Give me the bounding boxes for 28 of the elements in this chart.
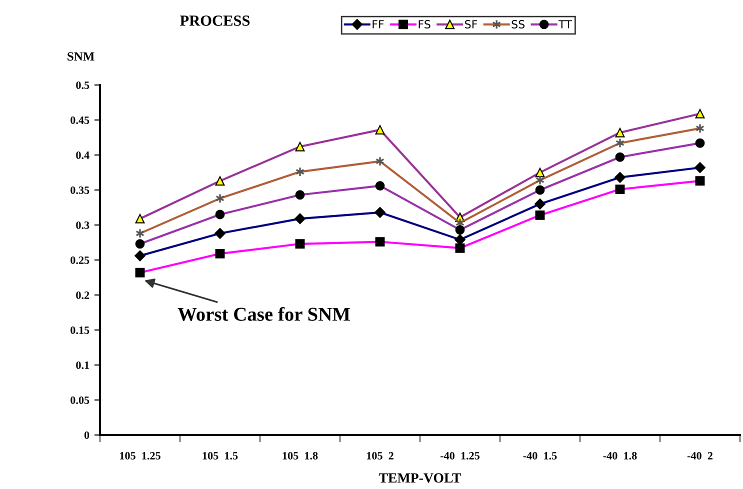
x-tick-label: 105 1.8 xyxy=(282,452,318,460)
y-tick-label: 0.5 xyxy=(76,81,90,90)
x-tick-label: 105 1.5 xyxy=(202,452,238,460)
annotation: Worst Case for SNM xyxy=(178,306,350,321)
x-tick-label: 105 1.25 xyxy=(120,452,160,460)
y-tick-label: 0.2 xyxy=(76,291,90,300)
y-tick-label: 0.05 xyxy=(70,396,90,404)
y-tick-label: 0.25 xyxy=(70,256,90,264)
x-tick-label: -40 1.5 xyxy=(523,452,557,460)
y-tick-label: 0.45 xyxy=(70,116,90,124)
x-tick-label: 105 2 xyxy=(367,452,394,460)
legend-title: PROCESS xyxy=(180,16,250,26)
x-tick-label: -40 2 xyxy=(687,452,712,460)
x-axis-title: TEMP-VOLT xyxy=(378,473,462,483)
y-tick-label: 0.3 xyxy=(76,221,90,230)
y-tick-label: 0 xyxy=(84,431,90,439)
legend-label: SF xyxy=(465,20,478,28)
x-tick-label: -40 1.25 xyxy=(440,452,480,460)
legend-label: FF xyxy=(372,20,384,28)
x-tick-label: -40 1.8 xyxy=(603,452,637,460)
y-axis-title: SNM xyxy=(68,52,94,61)
y-tick-label: 0.4 xyxy=(76,151,90,160)
legend-label: FS xyxy=(418,20,430,28)
legend-label: SS xyxy=(512,20,525,28)
y-tick-label: 0.1 xyxy=(76,361,90,370)
y-tick-label: 0.15 xyxy=(70,326,90,334)
y-tick-label: 0.35 xyxy=(70,186,90,194)
legend-label: TT xyxy=(558,20,572,28)
